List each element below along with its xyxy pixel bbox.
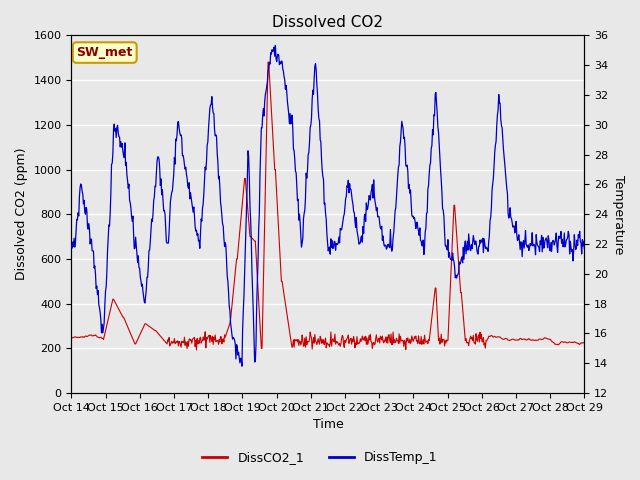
Title: Dissolved CO2: Dissolved CO2 [273,15,383,30]
Legend: DissCO2_1, DissTemp_1: DissCO2_1, DissTemp_1 [197,446,443,469]
X-axis label: Time: Time [312,419,343,432]
Y-axis label: Temperature: Temperature [612,175,625,254]
Text: SW_met: SW_met [77,46,133,59]
Y-axis label: Dissolved CO2 (ppm): Dissolved CO2 (ppm) [15,148,28,280]
